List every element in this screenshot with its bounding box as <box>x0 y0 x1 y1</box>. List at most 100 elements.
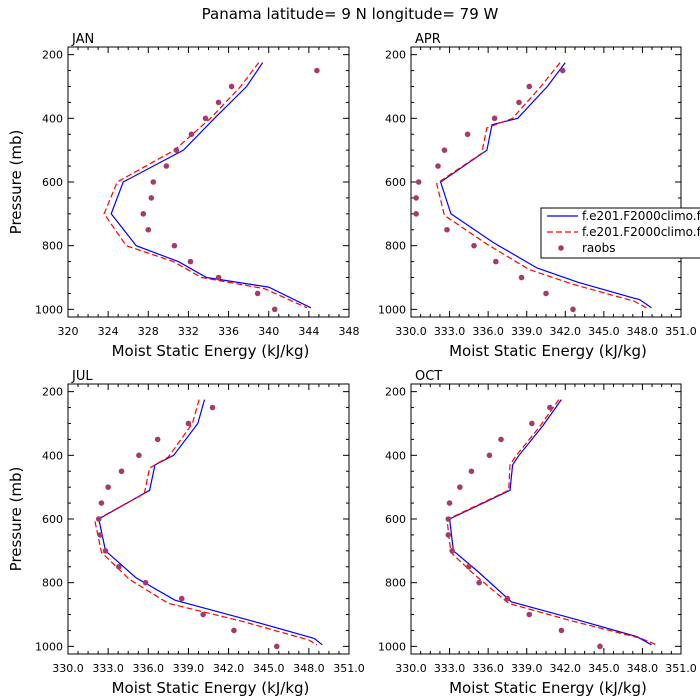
x-tick-label: 345.0 <box>588 662 620 675</box>
raobs-point <box>254 290 261 297</box>
plot-area <box>94 399 323 650</box>
raobs-point <box>543 290 549 297</box>
x-tick-label: 342.0 <box>550 662 582 675</box>
x-tick-label: 339.0 <box>173 662 205 675</box>
raobs-point <box>446 500 453 506</box>
raobs-point <box>185 420 192 427</box>
y-tick-label: 600 <box>42 513 63 526</box>
x-axis-label: Moist Static Energy (kJ/kg) <box>112 342 310 360</box>
raobs-point <box>215 99 222 106</box>
x-tick-label: 345.0 <box>253 662 285 675</box>
plot-frame <box>67 46 350 318</box>
x-tick-label: 330.0 <box>395 662 427 675</box>
x-tick-label: 328 <box>138 325 159 338</box>
y-tick-label: 400 <box>42 112 63 125</box>
x-tick-label: 340 <box>258 325 279 338</box>
raobs-point <box>435 163 441 169</box>
y-tick-label: 600 <box>385 176 406 189</box>
raobs-point <box>504 595 511 602</box>
y-tick-label: 400 <box>385 112 406 125</box>
raobs-point <box>95 516 102 522</box>
raobs-point <box>98 500 105 506</box>
raobs-point <box>97 532 103 538</box>
x-axis-label: Moist Static Energy (kJ/kg) <box>449 679 647 697</box>
model2-line <box>436 62 647 309</box>
raobs-point <box>547 404 553 411</box>
panel-title: OCT <box>415 369 442 384</box>
raobs-point <box>163 163 170 169</box>
raobs-point <box>526 83 533 90</box>
y-tick-label: 200 <box>385 49 406 62</box>
x-tick-label: 336 <box>218 325 239 338</box>
legend: f.e201.F2000climo.f f.e201.F2000climo.f … <box>540 207 700 259</box>
model1-line <box>448 399 652 646</box>
raobs-point <box>102 548 109 554</box>
raobs-point <box>116 563 122 570</box>
raobs-point <box>449 548 455 554</box>
raobs-point <box>518 274 525 281</box>
raobs-point <box>468 468 475 475</box>
x-tick-label: 333.0 <box>434 662 466 675</box>
raobs-point <box>516 99 522 106</box>
raobs-point <box>444 226 450 233</box>
raobs-point <box>314 67 320 74</box>
raobs-point <box>529 420 535 427</box>
raobs-point <box>231 627 237 634</box>
model2-line <box>446 399 657 646</box>
raobs-point <box>200 611 206 618</box>
panel-jan: JAN 320 324 328 332 336 340 344 348 200 400 600 800 1… <box>7 32 360 360</box>
raobs-point <box>526 611 533 618</box>
raobs-point <box>464 131 471 138</box>
raobs-point <box>118 468 125 475</box>
raobs-point <box>498 436 504 443</box>
raobs-point <box>148 195 155 201</box>
raobs-point <box>228 83 235 90</box>
raobs-point <box>209 404 216 411</box>
x-tick-label: 348.0 <box>293 662 325 675</box>
y-tick-label: 400 <box>385 449 406 462</box>
raobs-point <box>188 131 195 138</box>
raobs-point <box>558 627 565 634</box>
x-tick-label: 348 <box>339 325 360 338</box>
panel-oct: OCT 330.0 333.0 336.0 339.0 342.0 345.0 348.0 35… <box>378 369 697 697</box>
legend-label-obs: raobs <box>582 241 616 255</box>
x-tick-label: 333.0 <box>434 325 466 338</box>
plot-area <box>445 399 657 650</box>
legend-marker-obs <box>558 245 564 251</box>
y-tick-label: 1000 <box>35 640 63 653</box>
raobs-point <box>493 258 499 265</box>
x-axis-label: Moist Static Energy (kJ/kg) <box>112 679 310 697</box>
y-tick-label: 200 <box>42 49 63 62</box>
raobs-point <box>273 643 280 650</box>
x-tick-label: 339.0 <box>511 662 543 675</box>
x-tick-label: 336.0 <box>472 325 504 338</box>
raobs-point <box>171 242 178 249</box>
raobs-point <box>457 484 463 490</box>
y-tick-label: 800 <box>385 577 406 590</box>
x-tick-label: 351.0 <box>665 325 697 338</box>
legend-label-model1: f.e201.F2000climo.f <box>582 209 700 223</box>
x-tick-label: 348.0 <box>627 662 659 675</box>
raobs-point <box>154 436 161 443</box>
y-tick-label: 600 <box>42 176 63 189</box>
raobs-point <box>140 211 147 217</box>
y-tick-label: 200 <box>42 386 63 399</box>
x-tick-label: 342.0 <box>213 662 245 675</box>
y-tick-label: 1000 <box>378 640 406 653</box>
plot-area <box>413 62 652 313</box>
x-axis-label: Moist Static Energy (kJ/kg) <box>449 342 647 360</box>
x-tick-label: 330.0 <box>395 325 427 338</box>
panel-jul: JUL 330.0 333.0 336.0 339.0 342.0 345.0 348.0 35… <box>7 369 365 697</box>
raobs-point <box>215 274 222 281</box>
raobs-point <box>178 595 185 602</box>
y-axis-label: Pressure (mb) <box>7 467 25 572</box>
raobs-point <box>466 563 472 570</box>
panel-title: JAN <box>71 32 94 47</box>
raobs-point <box>105 484 111 490</box>
plot-area <box>103 62 320 313</box>
x-tick-label: 336.0 <box>472 662 504 675</box>
raobs-point <box>413 195 419 201</box>
raobs-point <box>271 306 278 313</box>
raobs-point <box>136 452 142 459</box>
raobs-point <box>476 579 482 586</box>
